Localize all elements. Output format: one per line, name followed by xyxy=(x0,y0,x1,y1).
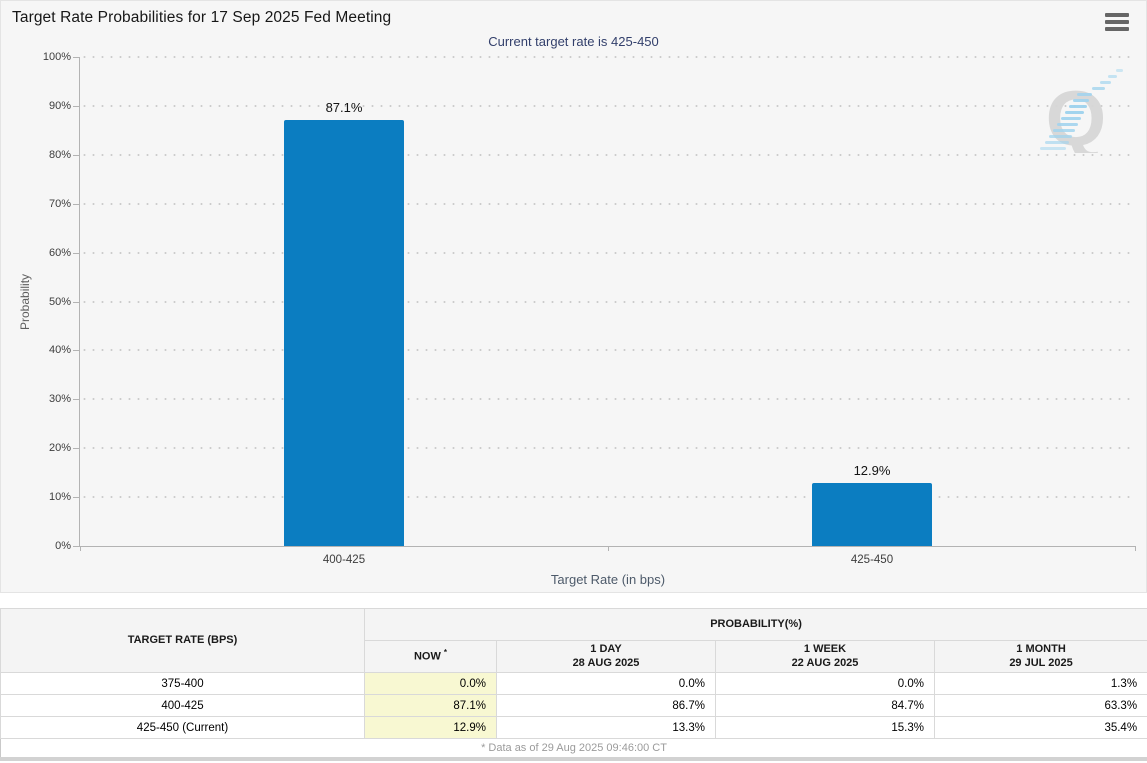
gridline xyxy=(80,496,1136,499)
period-date: 22 AUG 2025 xyxy=(791,656,859,669)
period-label: 1 MONTH xyxy=(1016,642,1066,655)
month-value-cell: 63.3% xyxy=(933,694,1147,717)
y-tick-label: 50% xyxy=(48,295,71,308)
x-tick xyxy=(1135,546,1136,551)
week-value-cell: 84.7% xyxy=(715,694,935,717)
gridline xyxy=(80,398,1136,401)
probability-bar-425-450[interactable] xyxy=(812,482,932,546)
rate-cell: 400-425 xyxy=(0,694,365,717)
hamburger-menu-icon[interactable] xyxy=(1105,12,1129,32)
x-tick xyxy=(608,546,609,551)
page-title: Target Rate Probabilities for 17 Sep 202… xyxy=(12,9,392,26)
x-category-label: 425-450 xyxy=(850,554,894,566)
period-date: 28 AUG 2025 xyxy=(572,656,640,669)
y-tick xyxy=(73,497,79,499)
y-tick xyxy=(73,105,79,107)
table-row-375-400: 375-400 0.0% 0.0% 0.0% 1.3% xyxy=(0,672,1147,695)
y-tick-label: 20% xyxy=(48,442,71,455)
period-label: 1 DAY xyxy=(590,642,622,655)
x-axis-title: Target Rate (in bps) xyxy=(550,572,666,587)
bar-value-label: 12.9% xyxy=(853,462,891,478)
day-value-cell: 0.0% xyxy=(496,672,716,695)
gridline xyxy=(80,349,1136,352)
table-footer-row: * Data as of 29 Aug 2025 09:46:00 CT xyxy=(0,738,1147,759)
col-header-1month: 1 MONTH 29 JUL 2025 xyxy=(933,640,1147,673)
day-value-cell: 13.3% xyxy=(496,716,716,739)
now-value-cell: 0.0% xyxy=(364,672,497,695)
menu-bar xyxy=(1105,27,1129,31)
probability-bar-400-425[interactable] xyxy=(284,120,404,546)
menu-bar xyxy=(1105,13,1129,17)
gridline xyxy=(80,56,1136,58)
col-header-1week: 1 WEEK 22 AUG 2025 xyxy=(715,640,935,673)
y-tick-label: 70% xyxy=(48,197,71,210)
y-tick xyxy=(73,350,79,352)
period-date: 29 JUL 2025 xyxy=(1009,656,1073,669)
month-value-cell: 1.3% xyxy=(933,672,1147,695)
now-value-cell: 87.1% xyxy=(364,694,497,717)
gridline xyxy=(80,104,1136,107)
y-axis-title: Probability xyxy=(18,273,32,331)
bar-column-425-450: 12.9% xyxy=(812,57,932,546)
gridline xyxy=(80,447,1136,450)
y-tick-label: 10% xyxy=(48,491,71,504)
y-tick-label: 80% xyxy=(48,148,71,161)
gridline xyxy=(80,153,1136,156)
bar-value-label: 87.1% xyxy=(325,100,363,116)
asterisk-marker: * xyxy=(443,648,448,658)
chart-subtitle: Current target rate is 425-450 xyxy=(488,34,659,49)
week-value-cell: 0.0% xyxy=(715,672,935,695)
y-tick-label: 60% xyxy=(48,246,71,259)
plot-area: 100% 90% 80% 70% 60% 50% 40% 30% 20% 10%… xyxy=(43,51,1136,587)
col-header-now: NOW * xyxy=(364,640,497,673)
fedwatch-chart-panel: Target Rate Probabilities for 17 Sep 202… xyxy=(0,0,1147,593)
y-tick xyxy=(73,448,79,450)
month-value-cell: 35.4% xyxy=(933,716,1147,739)
x-tick xyxy=(80,546,81,551)
y-tick-label: 100% xyxy=(42,51,71,63)
col-header-target-rate: TARGET RATE (BPS) xyxy=(0,608,365,673)
day-value-cell: 86.7% xyxy=(496,694,716,717)
q-logo-icon: Q xyxy=(1040,69,1123,162)
y-tick-label: 40% xyxy=(48,344,71,357)
y-tick-label: 90% xyxy=(48,99,71,112)
y-tick xyxy=(73,546,79,547)
bar-column-400-425: 87.1% xyxy=(284,57,404,546)
y-tick xyxy=(73,57,79,58)
now-value-cell: 12.9% xyxy=(364,716,497,739)
y-tick xyxy=(73,203,79,205)
rate-cell: 425-450 (Current) xyxy=(0,716,365,739)
menu-bar xyxy=(1105,20,1129,24)
table-row-425-450-current: 425-450 (Current) 12.9% 13.3% 15.3% 35.4… xyxy=(0,716,1147,739)
y-tick xyxy=(73,154,79,156)
probability-table: TARGET RATE (BPS) PROBABILITY(%) NOW * 1… xyxy=(0,608,1147,761)
y-tick xyxy=(73,252,79,254)
period-label: 1 WEEK xyxy=(803,642,847,655)
now-label: NOW xyxy=(413,650,441,663)
rate-cell: 375-400 xyxy=(0,672,365,695)
table-row-400-425: 400-425 87.1% 86.7% 84.7% 63.3% xyxy=(0,694,1147,717)
col-header-1day: 1 DAY 28 AUG 2025 xyxy=(496,640,716,673)
y-tick-label: 30% xyxy=(48,393,71,406)
x-category-label: 400-425 xyxy=(322,554,366,566)
y-tick-label: 0% xyxy=(55,540,71,552)
data-as-of-footnote: * Data as of 29 Aug 2025 09:46:00 CT xyxy=(0,738,1147,759)
y-tick xyxy=(73,399,79,401)
gridline xyxy=(80,202,1136,205)
week-value-cell: 15.3% xyxy=(715,716,935,739)
gridline xyxy=(80,300,1136,303)
col-header-probability: PROBABILITY(%) xyxy=(363,608,1147,641)
gridline xyxy=(80,251,1136,254)
quikstrike-watermark-logo: Q xyxy=(1036,63,1132,162)
y-tick xyxy=(73,301,79,303)
